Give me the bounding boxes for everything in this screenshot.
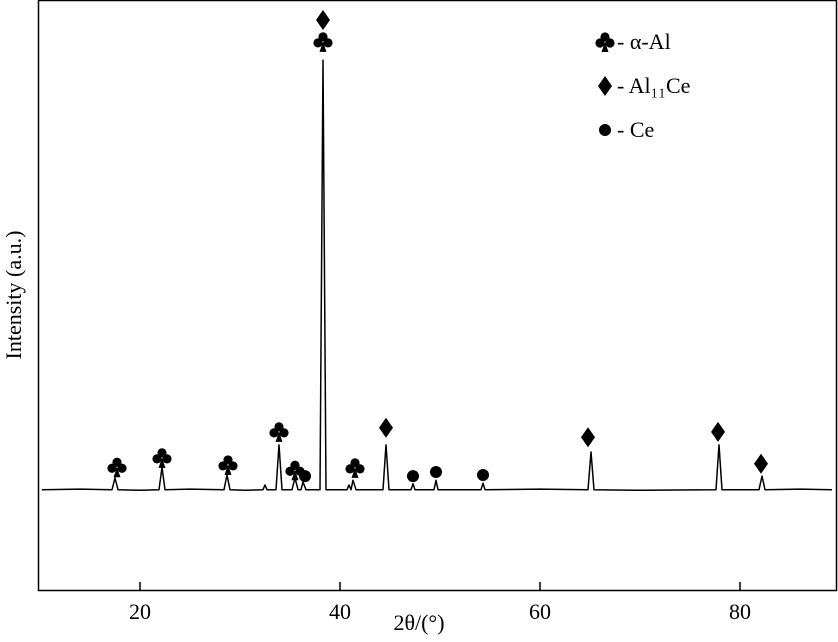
legend-label: - Al₁₁Ce — [617, 73, 690, 98]
circle-marker — [599, 124, 611, 136]
x-tick-label: 80 — [729, 599, 751, 624]
club-leaf — [269, 428, 279, 438]
club-leaf — [117, 463, 127, 473]
diamond-marker — [316, 10, 330, 31]
x-tick-label: 60 — [529, 599, 551, 624]
club-stem — [601, 42, 609, 52]
club-leaf — [152, 454, 162, 464]
club-leaf — [313, 38, 323, 48]
circle-marker — [299, 470, 311, 483]
diamond-marker — [598, 76, 612, 96]
club-marker — [269, 422, 289, 442]
x-tick-label: 40 — [329, 599, 351, 624]
club-leaf — [605, 38, 615, 48]
club-stem — [224, 464, 232, 475]
circle-marker — [430, 466, 442, 478]
x-axis-label: 2θ/(°) — [393, 610, 444, 635]
legend-label: - α-Al — [617, 29, 671, 54]
legend-label: - Ce — [617, 117, 654, 142]
circle-marker — [407, 470, 419, 483]
club-marker — [595, 32, 615, 52]
club-leaf — [228, 461, 238, 471]
club-stem — [158, 457, 166, 468]
circle-marker — [477, 468, 489, 481]
club-stem — [275, 431, 283, 442]
club-stem — [319, 41, 327, 52]
club-stem — [351, 467, 359, 478]
club-leaf — [345, 464, 355, 474]
xrd-line — [41, 59, 833, 492]
club-leaf — [355, 464, 365, 474]
club-marker — [152, 448, 172, 468]
club-stem — [291, 470, 299, 481]
club-marker — [313, 32, 333, 52]
club-leaf — [279, 428, 289, 438]
club-leaf — [595, 38, 605, 48]
diamond-marker — [754, 453, 768, 474]
diamond-marker — [711, 421, 725, 442]
club-leaf — [218, 461, 228, 471]
club-stem — [113, 467, 121, 478]
diamond-marker — [581, 427, 595, 448]
club-marker — [345, 458, 365, 478]
club-marker — [218, 455, 238, 475]
club-leaf — [107, 463, 117, 473]
club-leaf — [162, 454, 172, 464]
x-tick-label: 20 — [129, 599, 151, 624]
club-marker — [107, 457, 127, 478]
club-leaf — [323, 38, 333, 48]
y-axis-label: Intensity (a.u.) — [1, 231, 26, 360]
diamond-marker — [379, 417, 393, 438]
plot-frame — [37, 0, 838, 592]
club-leaf — [285, 466, 295, 476]
